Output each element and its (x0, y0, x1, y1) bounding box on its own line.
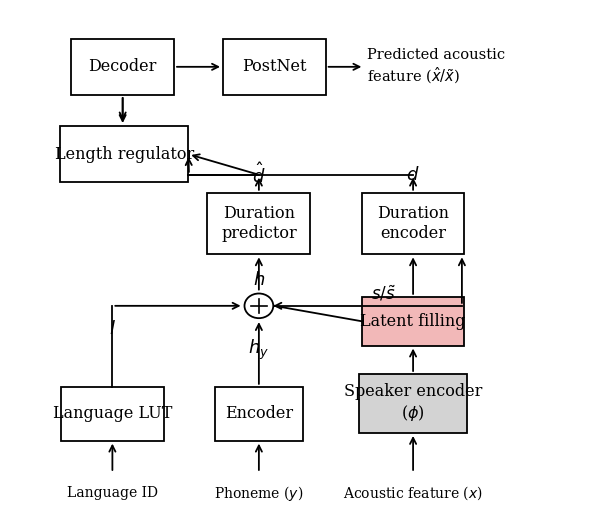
FancyBboxPatch shape (71, 39, 174, 95)
Text: Duration
predictor: Duration predictor (221, 205, 297, 242)
Text: Language LUT: Language LUT (53, 405, 172, 423)
Text: $h$: $h$ (253, 271, 265, 289)
FancyBboxPatch shape (61, 387, 164, 440)
Text: Language ID: Language ID (67, 486, 158, 501)
Text: Phoneme ($y$): Phoneme ($y$) (214, 484, 304, 503)
Text: Length regulator: Length regulator (55, 145, 194, 163)
Text: Encoder: Encoder (225, 405, 293, 423)
Text: $\hat{d}$: $\hat{d}$ (252, 162, 266, 187)
Text: PostNet: PostNet (242, 58, 307, 76)
FancyBboxPatch shape (362, 193, 464, 254)
Text: Duration
encoder: Duration encoder (377, 205, 449, 242)
Text: Predicted acoustic
feature ($\hat{x}/\tilde{x}$): Predicted acoustic feature ($\hat{x}/\ti… (367, 48, 505, 86)
FancyBboxPatch shape (60, 126, 188, 182)
FancyBboxPatch shape (215, 387, 302, 440)
Text: Latent filling: Latent filling (361, 313, 466, 330)
FancyBboxPatch shape (362, 297, 464, 345)
Text: $d$: $d$ (406, 166, 420, 184)
Ellipse shape (244, 293, 273, 318)
Text: $s/\tilde{s}$: $s/\tilde{s}$ (371, 284, 396, 304)
Text: Speaker encoder
($\phi$): Speaker encoder ($\phi$) (344, 383, 482, 424)
Text: $l$: $l$ (109, 320, 116, 338)
Text: $h_y$: $h_y$ (248, 337, 269, 362)
FancyBboxPatch shape (223, 39, 326, 95)
FancyBboxPatch shape (359, 374, 467, 433)
Text: Decoder: Decoder (88, 58, 157, 76)
Text: Acoustic feature ($x$): Acoustic feature ($x$) (343, 485, 483, 502)
FancyBboxPatch shape (208, 193, 310, 254)
